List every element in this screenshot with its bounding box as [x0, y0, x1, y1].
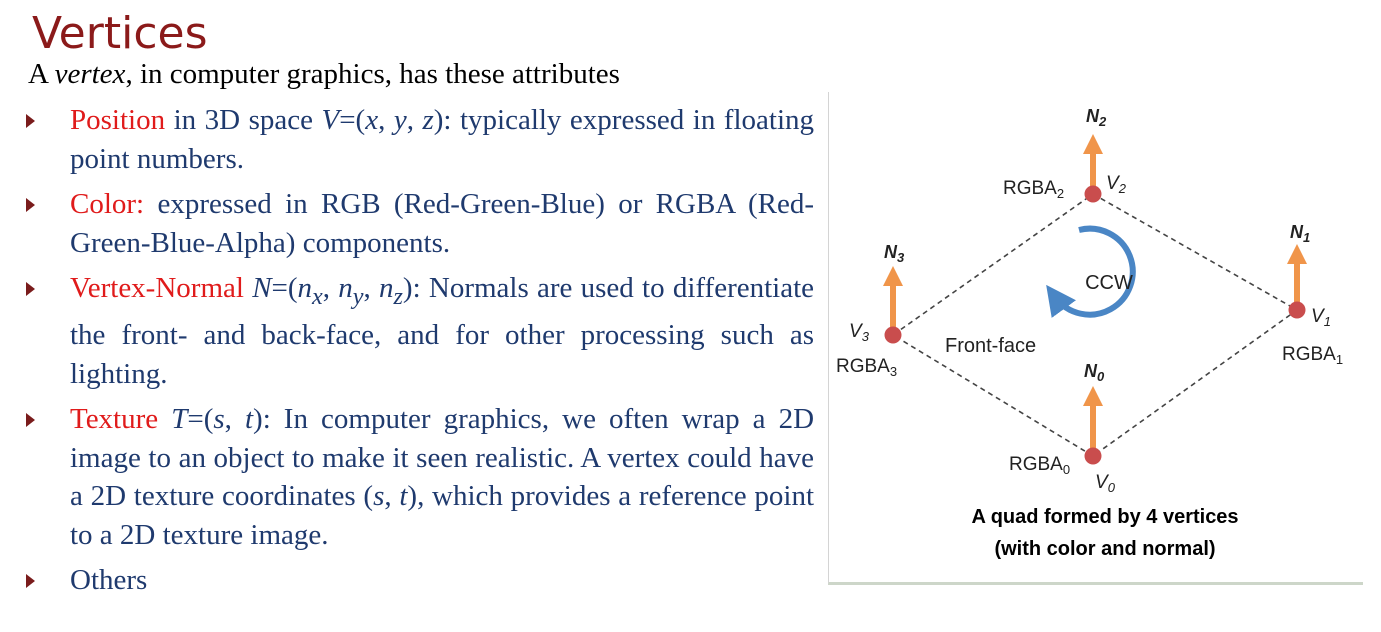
bullet-arrow-icon: [26, 114, 35, 128]
label-n0: N0: [1084, 361, 1105, 384]
label-n2: N2: [1086, 106, 1107, 129]
intro-pre: A: [28, 58, 55, 90]
ccw-label: CCW: [1085, 272, 1133, 294]
front-face-label: Front-face: [945, 335, 1036, 357]
term-position: Position: [70, 104, 166, 136]
bullet-position: Position in 3D space V=(x, y, z): typica…: [26, 101, 814, 178]
caption-line-1: A quad formed by 4 vertices: [971, 506, 1238, 528]
bullet-texture: Texture T=(s, t): In computer graphics, …: [26, 400, 814, 554]
bullet-arrow-icon: [26, 198, 35, 212]
intro-em: vertex: [54, 58, 126, 90]
vertex-v1: [1288, 301, 1306, 319]
ccw-arrow-icon: [1046, 225, 1136, 318]
label-v0: V0: [1095, 472, 1116, 495]
bullet-arrow-icon: [26, 413, 35, 428]
label-rgba3: RGBA3: [836, 356, 897, 379]
label-v2: V2: [1106, 173, 1127, 196]
quad-diagram: CCW Front-face N2 N1 N3 N0 V2 V1 V3 V0 R…: [836, 106, 1343, 560]
caption-line-2: (with color and normal): [994, 538, 1215, 560]
slide-title: Vertices: [32, 8, 208, 59]
bullet-color: Color: expressed in RGB (Red-Green-Blue)…: [26, 185, 814, 262]
term-color: Color:: [70, 188, 145, 220]
label-rgba0: RGBA0: [1009, 454, 1070, 477]
attribute-list: Position in 3D space V=(x, y, z): typica…: [26, 101, 814, 607]
quad-diagram-panel: CCW Front-face N2 N1 N3 N0 V2 V1 V3 V0 R…: [828, 92, 1363, 585]
label-v3: V3: [849, 321, 870, 344]
normal-arrow-n3: [883, 266, 903, 333]
normal-arrow-n0: [1083, 386, 1103, 454]
label-n1: N1: [1290, 222, 1310, 245]
label-rgba2: RGBA2: [1003, 178, 1064, 201]
bullet-others: Others: [26, 561, 814, 600]
intro-post: , in computer graphics, has these attrib…: [125, 58, 620, 90]
normal-arrow-n1: [1287, 244, 1307, 308]
vertex-v3: [884, 326, 902, 344]
vertex-v2: [1084, 185, 1102, 203]
bullet-arrow-icon: [26, 574, 35, 589]
normal-arrow-n2: [1083, 134, 1103, 192]
intro-text: A vertex, in computer graphics, has thes…: [28, 54, 620, 94]
term-others: Others: [70, 564, 148, 597]
label-v1: V1: [1311, 306, 1331, 329]
term-normal: Vertex-Normal: [70, 272, 244, 304]
label-n3: N3: [884, 242, 905, 265]
bullet-arrow-icon: [26, 282, 35, 296]
bullet-normal: Vertex-Normal N=(nx, ny, nz): Normals ar…: [26, 269, 814, 393]
vertex-v0: [1084, 447, 1102, 465]
quad-edges: [891, 193, 1299, 457]
label-rgba1: RGBA1: [1282, 344, 1343, 367]
term-texture: Texture: [70, 403, 159, 436]
